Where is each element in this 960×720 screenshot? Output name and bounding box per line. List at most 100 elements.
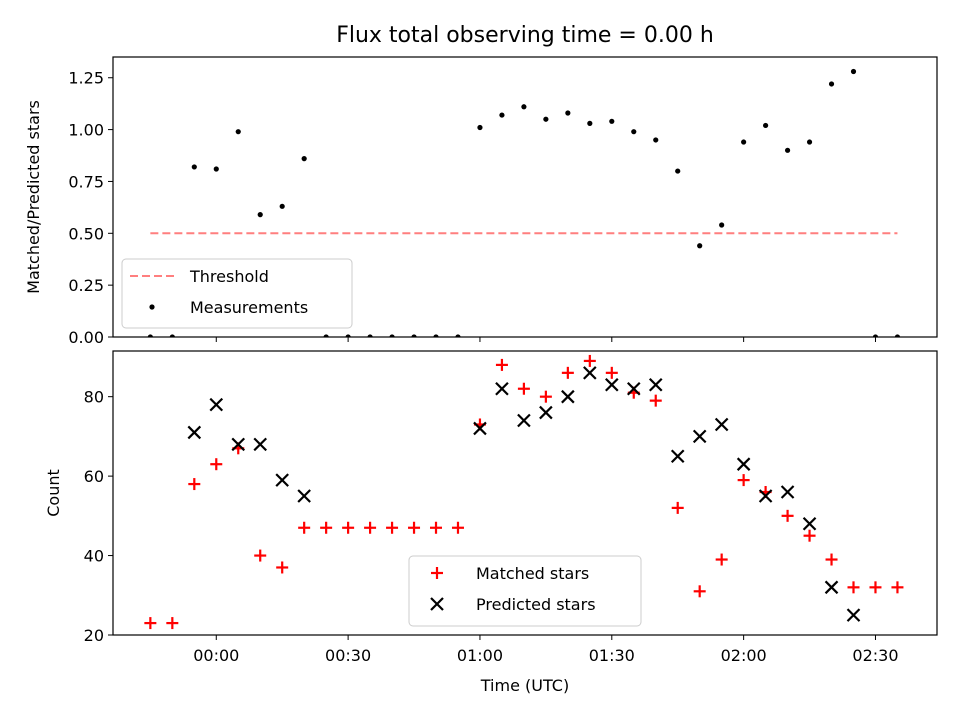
measurements-point	[147, 334, 153, 337]
matched-stars-point	[561, 366, 574, 379]
measurements-point	[719, 222, 725, 228]
measurements-point	[609, 118, 615, 124]
measurements-point	[257, 212, 263, 218]
measurements-point	[543, 116, 549, 122]
measurements-point	[763, 122, 769, 129]
predicted-stars-point	[692, 429, 707, 444]
predicted-stars-point	[846, 608, 861, 622]
matched-stars-point	[495, 358, 508, 371]
matched-stars-point	[803, 529, 816, 542]
measurements-point	[345, 334, 351, 337]
bottom-marks	[144, 354, 904, 630]
matched-stars-point	[737, 474, 750, 487]
matched-stars-point	[451, 521, 464, 534]
top-marks	[147, 68, 901, 337]
measurements-point	[389, 334, 395, 337]
matched-stars-point	[386, 521, 399, 534]
measurements-point	[411, 334, 417, 337]
measurements-point	[213, 166, 219, 172]
bottom-axes-frame	[112, 350, 938, 636]
top-ytick-label: 0.25	[68, 276, 104, 295]
bottom-ytick-label: 40	[84, 547, 104, 566]
predicted-stars-point	[605, 377, 619, 392]
matched-stars-point	[781, 509, 794, 522]
predicted-stars-point	[648, 377, 663, 392]
measurements-point	[499, 112, 505, 118]
legend-predicted-swatch	[430, 597, 444, 611]
matched-stars-point	[298, 521, 311, 534]
measurements-point	[675, 168, 681, 174]
matched-stars-point	[276, 561, 289, 574]
bottom-ytick-label: 20	[84, 626, 104, 645]
predicted-stars-point	[670, 449, 685, 464]
bottom-ytick-label: 80	[84, 388, 104, 407]
measurements-point	[631, 129, 637, 135]
measurements-point	[697, 243, 703, 249]
top-ytick-label: 1.25	[68, 69, 104, 88]
matched-stars-point	[715, 553, 728, 566]
predicted-stars-point	[736, 457, 751, 471]
top-ytick-label: 1.00	[68, 121, 104, 140]
matched-stars-point	[847, 581, 860, 594]
predicted-stars-point	[714, 417, 729, 432]
bottom-legend: Matched stars Predicted stars	[408, 555, 642, 627]
measurements-point	[301, 156, 307, 162]
predicted-stars-point	[253, 437, 267, 452]
matched-stars-point	[693, 585, 706, 598]
measurements-point	[872, 334, 879, 337]
measurements-point	[828, 81, 835, 87]
predicted-stars-point	[626, 381, 641, 396]
measurements-point	[191, 164, 197, 170]
legend-measurements-label: Measurements	[190, 298, 308, 317]
bottom-y-axis-label: Count	[44, 469, 63, 517]
legend-threshold-label: Threshold	[189, 267, 269, 286]
predicted-stars-point	[758, 489, 773, 503]
predicted-stars-point	[583, 366, 597, 380]
top-axes-frame	[112, 56, 938, 338]
top-y-axis-label: Matched/Predicted stars	[24, 100, 43, 294]
bottom-plot-area	[144, 354, 904, 630]
matched-stars-point	[649, 394, 662, 407]
matched-stars-point	[188, 478, 201, 491]
measurements-point	[455, 334, 461, 337]
predicted-stars-point	[495, 381, 509, 396]
measurements-point	[477, 124, 483, 131]
legend-matched-swatch	[431, 567, 443, 579]
matched-stars-point	[605, 366, 618, 379]
bottom-x-axis: 00:00 00:30 01:00 01:30 02:00 02:30	[193, 635, 899, 665]
bottom-xtick-label: 00:30	[325, 646, 371, 665]
measurements-point	[169, 334, 175, 337]
matched-stars-point	[342, 521, 355, 534]
matched-stars-point	[254, 549, 267, 562]
matched-stars-point	[210, 458, 223, 471]
top-y-axis: 0.00 0.25 0.50 0.75 1.00 1.25	[68, 69, 113, 347]
matched-stars-point	[869, 581, 882, 594]
bottom-x-axis-label: Time (UTC)	[480, 676, 569, 695]
measurements-point	[784, 147, 791, 153]
measurements-point	[653, 137, 659, 143]
top-legend-box	[121, 258, 353, 329]
legend-predicted-label: Predicted stars	[476, 595, 596, 614]
bottom-legend-box	[408, 555, 642, 627]
measurements-point	[521, 104, 527, 110]
top-legend: Threshold Measurements	[121, 258, 353, 329]
matched-stars-point	[408, 521, 421, 534]
matched-stars-point	[825, 553, 838, 566]
matched-stars-point	[671, 501, 684, 514]
measurements-point	[587, 120, 593, 126]
bottom-y-axis: 20 40 60 80	[84, 388, 113, 645]
bottom-ytick-label: 60	[84, 467, 104, 486]
predicted-stars-point	[802, 517, 817, 531]
matched-stars-point	[144, 617, 157, 630]
matched-stars-point	[364, 521, 377, 534]
predicted-stars-point	[231, 437, 246, 452]
measurements-point	[279, 203, 285, 209]
predicted-stars-point	[209, 397, 224, 412]
bottom-xtick-label: 02:00	[721, 646, 767, 665]
measurements-point	[806, 139, 813, 145]
matched-stars-point	[517, 382, 530, 395]
top-ytick-label: 0.75	[68, 172, 104, 191]
top-panel: Flux total observing time = 0.00 h 0.000…	[24, 23, 938, 347]
